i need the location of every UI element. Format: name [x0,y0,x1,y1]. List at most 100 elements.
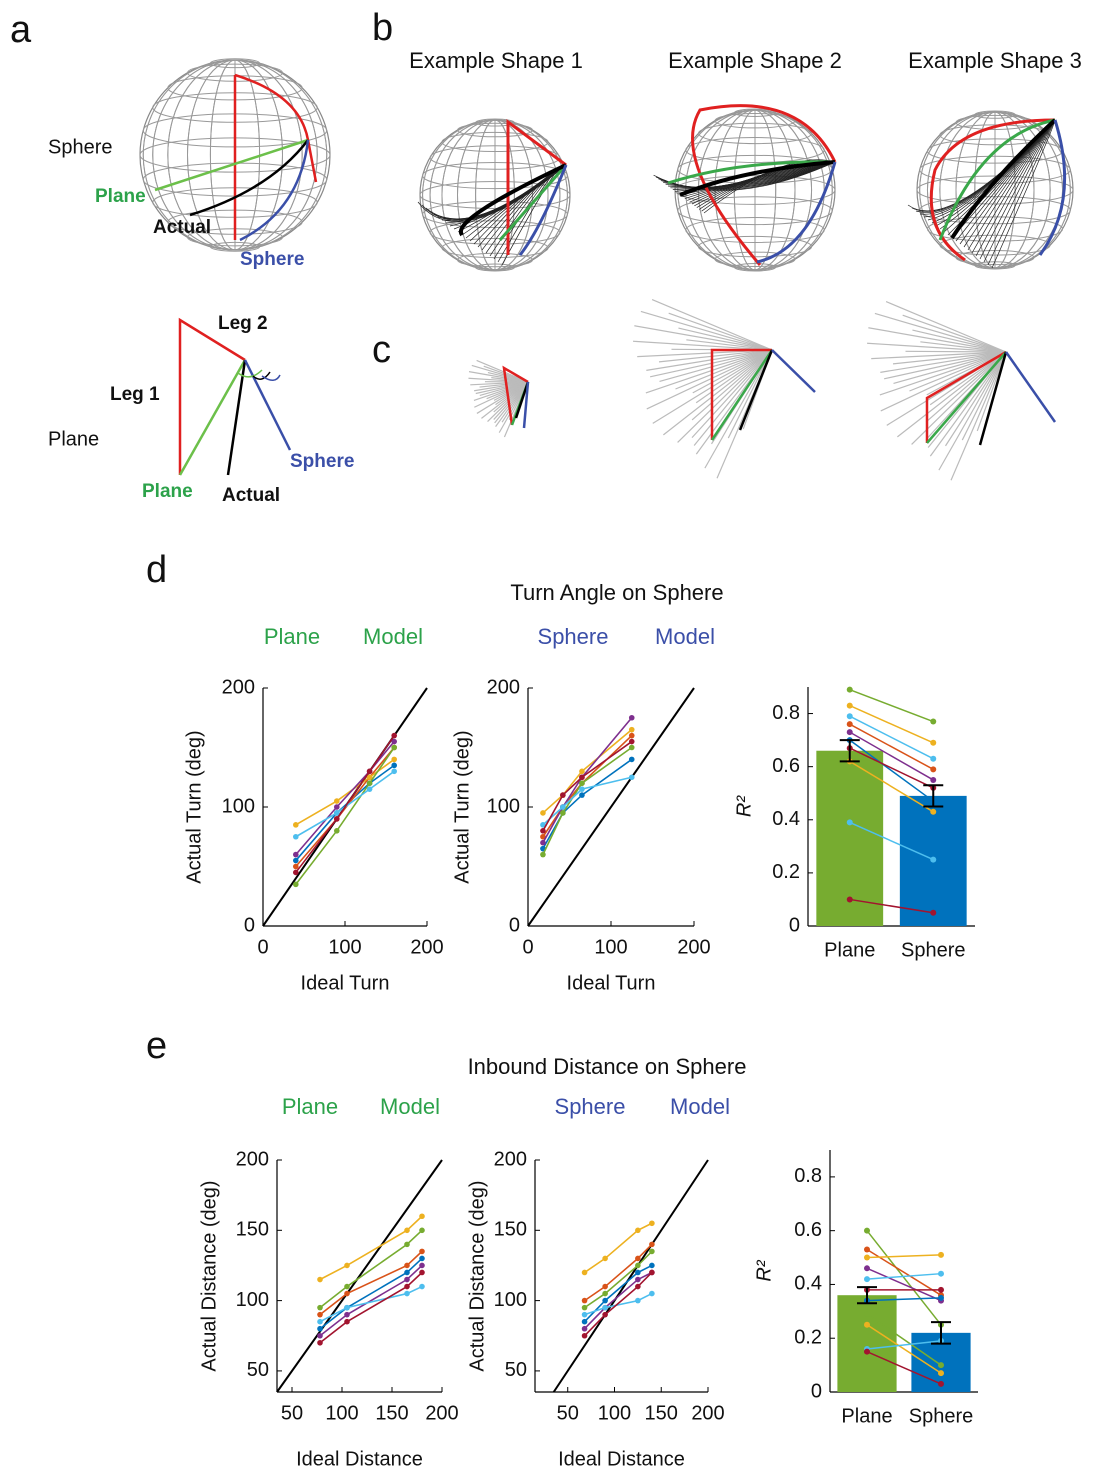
data-point [404,1241,410,1248]
subject-line [849,704,934,744]
panel-label: a [10,9,32,51]
model-fit-line [295,735,395,873]
model-fit-line [542,717,633,844]
sphere-grids [139,58,1074,272]
data-point [404,1290,410,1297]
identity-line [276,1159,443,1393]
y-tick-label: 0.8 [794,1165,822,1187]
model-fit-line [319,1229,423,1309]
data-point [391,744,398,751]
data-point [649,1241,655,1248]
subject-point [930,755,937,762]
model-label: Plane [282,1094,338,1119]
fan-line [691,349,773,438]
panel-label: c [372,329,391,371]
data-point [419,1248,425,1255]
model-label: Model [670,1094,730,1119]
y-tick-label: 0.2 [794,1327,822,1349]
fan-line [920,341,1007,353]
model-fit-line [295,746,395,868]
shape-title: Example Shape 3 [908,48,1082,73]
fan-line [677,349,773,443]
data-point [419,1262,425,1269]
model-label: Model [655,624,715,649]
subject-point [846,729,853,736]
parallel [209,58,261,69]
data-point [540,833,546,840]
data-point [602,1255,608,1262]
model-fit-line [295,747,395,885]
subject-point [846,713,853,720]
fan-line [868,327,1007,353]
subject-line [849,760,934,813]
parallel [939,124,1051,146]
model-label: Plane [264,624,320,649]
data-point [579,768,585,775]
subject-point [864,1246,870,1253]
data-point [317,1311,323,1318]
y-tick-label: 150 [494,1219,527,1241]
data-point [579,792,585,798]
data-point [540,851,546,858]
y-axis-label: Actual Turn (deg) [183,730,205,883]
data-point [391,738,398,745]
data-point [404,1276,410,1283]
subject-point [864,1348,870,1355]
y-tick-label: 150 [236,1219,269,1241]
subject-point [846,819,853,826]
subject-point [930,856,937,863]
subject-line [849,688,934,723]
x-tick-label: 50 [557,1402,579,1424]
fan-line [646,349,773,371]
data-point [581,1332,588,1339]
meridian [919,111,1071,269]
fan-line [678,327,773,351]
parallel [926,216,1064,242]
x-tick-label: 150 [645,1402,678,1424]
subject-point [930,909,937,916]
subject-point [864,1227,870,1234]
fan-line [929,351,1007,457]
label: Plane [48,428,99,450]
x-tick-label: 50 [281,1402,303,1424]
data-point [344,1262,350,1269]
fan-line [675,349,773,390]
model-fit-line [295,741,395,856]
parallel [714,113,796,129]
x-axis-label: Ideal Turn [301,972,390,994]
data-point [391,768,398,775]
subject-point [930,739,937,746]
fan-line [925,351,1007,423]
data-point [293,833,299,840]
error-bar [857,1286,877,1305]
data-point [540,822,546,828]
fan-line [633,340,773,351]
data-point [602,1304,608,1311]
model-fit-line [584,1222,653,1274]
y-tick-label: 0.8 [772,702,800,724]
parallel [475,263,515,272]
subject-line [849,715,934,760]
subject-line [866,1272,942,1280]
data-point [581,1269,588,1276]
y-axis-label: R² [733,795,755,817]
data-point [293,881,299,888]
y-tick-label: 200 [494,1148,527,1170]
parallel [674,175,836,205]
identity-line [552,1159,709,1393]
data-point [602,1283,608,1290]
trajectory [979,119,1056,260]
data-point [391,732,398,739]
parallel [419,181,571,209]
y-tick-label: 0 [244,914,255,936]
data-point [344,1311,350,1318]
data-point [649,1269,655,1276]
subject-point [938,1362,944,1369]
data-point [628,744,635,751]
data-point [366,768,373,775]
y-tick-label: 50 [505,1359,527,1381]
model-fit-line [319,1257,423,1330]
parallel [733,108,777,117]
fan-line [938,351,1007,471]
data-point [391,762,398,769]
